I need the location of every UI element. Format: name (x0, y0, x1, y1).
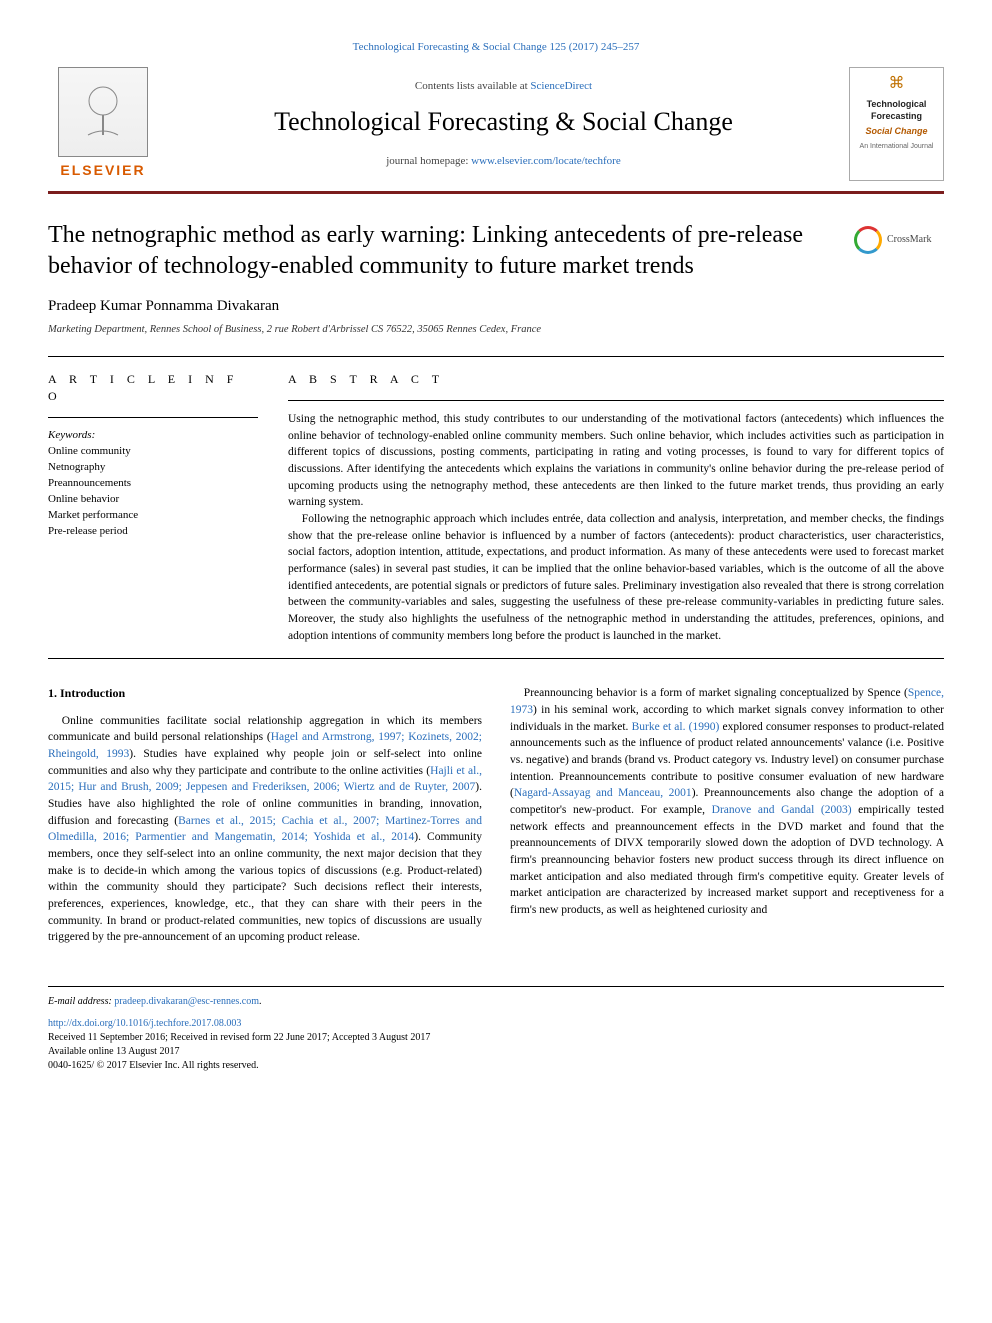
cover-line2: Forecasting (854, 110, 939, 123)
running-head: Technological Forecasting & Social Chang… (48, 40, 944, 55)
abstract-paragraph: Using the netnographic method, this stud… (288, 411, 944, 511)
cover-line1: Technological (854, 98, 939, 111)
homepage-prefix: journal homepage: (386, 155, 471, 167)
body-text: 1. Introduction Online communities facil… (48, 685, 944, 946)
masthead-center: Contents lists available at ScienceDirec… (158, 67, 849, 181)
body-paragraph: Online communities facilitate social rel… (48, 713, 482, 946)
section-heading: 1. Introduction (48, 685, 482, 702)
cover-line3: Social Change (854, 125, 939, 138)
publisher-logo-block: ELSEVIER (48, 67, 158, 181)
copyright-line: 0040-1625/ © 2017 Elsevier Inc. All righ… (48, 1059, 430, 1073)
keyword-item: Pre-release period (48, 524, 258, 540)
abstract-heading: A B S T R A C T (288, 371, 944, 388)
abstract-paragraph: Following the netnographic approach whic… (288, 511, 944, 644)
cover-icon: ⌘ (854, 73, 939, 95)
sciencedirect-link[interactable]: ScienceDirect (530, 80, 592, 92)
homepage-link[interactable]: www.elsevier.com/locate/techfore (471, 155, 621, 167)
keyword-item: Online community (48, 444, 258, 460)
masthead: ELSEVIER Contents lists available at Sci… (48, 67, 944, 194)
page-footer: E-mail address: pradeep.divakaran@esc-re… (48, 986, 944, 1073)
keywords-list: Online community Netnography Preannounce… (48, 444, 258, 540)
crossmark-badge[interactable]: CrossMark (854, 226, 944, 254)
article-info-heading: A R T I C L E I N F O (48, 371, 258, 405)
keyword-item: Online behavior (48, 492, 258, 508)
article-info-column: A R T I C L E I N F O Keywords: Online c… (48, 371, 258, 644)
keywords-heading: Keywords: (48, 428, 258, 443)
abstract-column: A B S T R A C T Using the netnographic m… (288, 371, 944, 644)
email-label: E-mail address: (48, 996, 114, 1007)
citation-link[interactable]: Burke et al. (1990) (632, 721, 720, 733)
body-paragraph: Preannouncing behavior is a form of mark… (510, 685, 944, 918)
elsevier-tree-icon (58, 67, 148, 157)
author-affiliation: Marketing Department, Rennes School of B… (48, 323, 944, 338)
author-name: Pradeep Kumar Ponnamma Divakaran (48, 296, 944, 317)
cover-sub: An International Journal (854, 142, 939, 152)
available-online: Available online 13 August 2017 (48, 1045, 430, 1059)
crossmark-icon (854, 226, 882, 254)
journal-cover-thumb: ⌘ Technological Forecasting Social Chang… (849, 67, 944, 181)
article-title: The netnographic method as early warning… (48, 220, 834, 282)
citation-link[interactable]: Dranove and Gandal (2003) (712, 804, 852, 816)
keyword-item: Netnography (48, 460, 258, 476)
keyword-item: Preannouncements (48, 476, 258, 492)
crossmark-label: CrossMark (887, 233, 931, 247)
doi-link[interactable]: http://dx.doi.org/10.1016/j.techfore.201… (48, 1018, 241, 1029)
homepage-line: journal homepage: www.elsevier.com/locat… (170, 154, 837, 169)
citation-link[interactable]: Nagard-Assayag and Manceau, 2001 (514, 787, 692, 799)
email-line: E-mail address: pradeep.divakaran@esc-re… (48, 995, 944, 1009)
contents-prefix: Contents lists available at (415, 80, 530, 92)
keyword-item: Market performance (48, 508, 258, 524)
contents-available-line: Contents lists available at ScienceDirec… (170, 79, 837, 94)
article-history: Received 11 September 2016; Received in … (48, 1031, 430, 1045)
journal-title: Technological Forecasting & Social Chang… (170, 104, 837, 140)
publisher-wordmark: ELSEVIER (60, 161, 145, 181)
author-email-link[interactable]: pradeep.divakaran@esc-rennes.com (114, 996, 259, 1007)
